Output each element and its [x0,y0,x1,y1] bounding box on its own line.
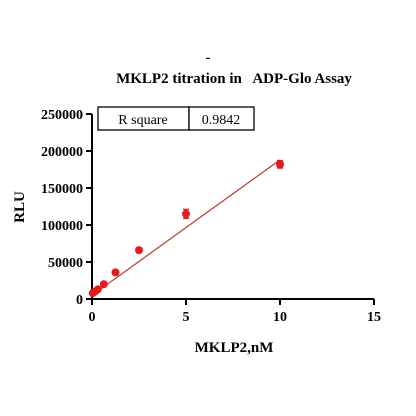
y-axis: 0 50000 100000 150000 200000 250000 [41,108,93,308]
chart-title-mark: - [206,50,211,66]
data-point [93,285,102,294]
x-axis: 0 5 10 15 [89,298,381,325]
x-tick-label: 0 [89,310,96,325]
data-point [111,268,120,277]
data-point [276,160,284,169]
fit-line [91,159,281,296]
data-point [99,280,108,289]
stats-box-value-cell [188,106,255,131]
x-tick-label: 5 [183,310,190,325]
fit-layer [91,159,281,296]
chart-title: MKLP2 titration in ADP-Glo Assay [116,71,352,87]
x-tick-label: 10 [273,310,287,325]
stats-box-value: 0.9842 [202,113,241,128]
y-tick-label: 250000 [41,108,83,123]
x-axis-label: MKLP2,nM [195,340,274,356]
stats-box: R square 0.9842 [97,106,255,131]
y-tick-label: 200000 [41,145,83,160]
points-layer [88,159,284,298]
x-tick-label: 15 [367,310,381,325]
y-axis-label: RLU [12,191,28,223]
y-tick-label: 50000 [48,256,83,271]
stats-box-label: R square [118,113,167,128]
data-point [135,246,143,255]
y-tick-label: 100000 [41,219,83,234]
y-tick-label: 0 [76,293,83,308]
y-tick-label: 150000 [41,182,83,197]
data-point [182,209,190,218]
